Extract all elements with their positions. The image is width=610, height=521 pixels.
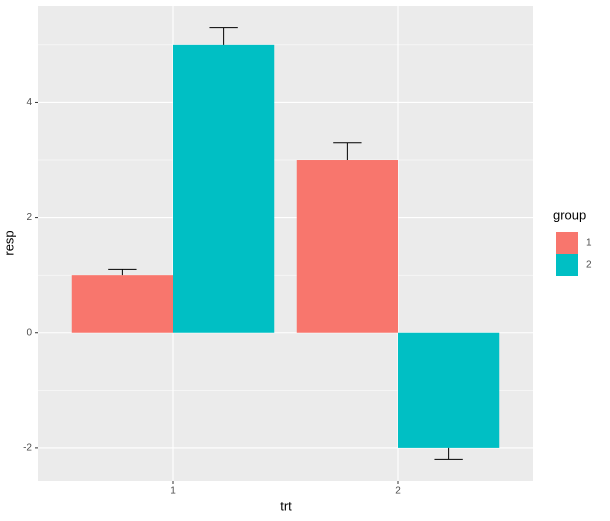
error-bar — [209, 27, 238, 45]
error-bar — [333, 142, 362, 161]
x-axis-title: trt — [280, 498, 292, 513]
legend-key — [556, 254, 578, 276]
y-axis-title: resp — [1, 230, 16, 255]
bar — [71, 275, 173, 333]
marks — [71, 27, 500, 460]
y-tick-label: 0 — [26, 327, 32, 338]
y-tick-label: -2 — [23, 443, 32, 454]
bar — [173, 44, 275, 333]
y-tick-label: 4 — [26, 97, 32, 108]
legend-title: group — [553, 207, 586, 222]
bar — [296, 160, 398, 333]
bar — [398, 332, 500, 448]
legend-label: 2 — [586, 260, 592, 271]
legend-label: 1 — [586, 238, 592, 249]
error-bar — [108, 268, 137, 276]
x-tick-label: 1 — [170, 486, 176, 497]
x-tick-label: 2 — [395, 486, 401, 497]
legend-key — [556, 232, 578, 254]
y-tick-label: 2 — [26, 212, 32, 223]
error-bar — [434, 447, 463, 460]
